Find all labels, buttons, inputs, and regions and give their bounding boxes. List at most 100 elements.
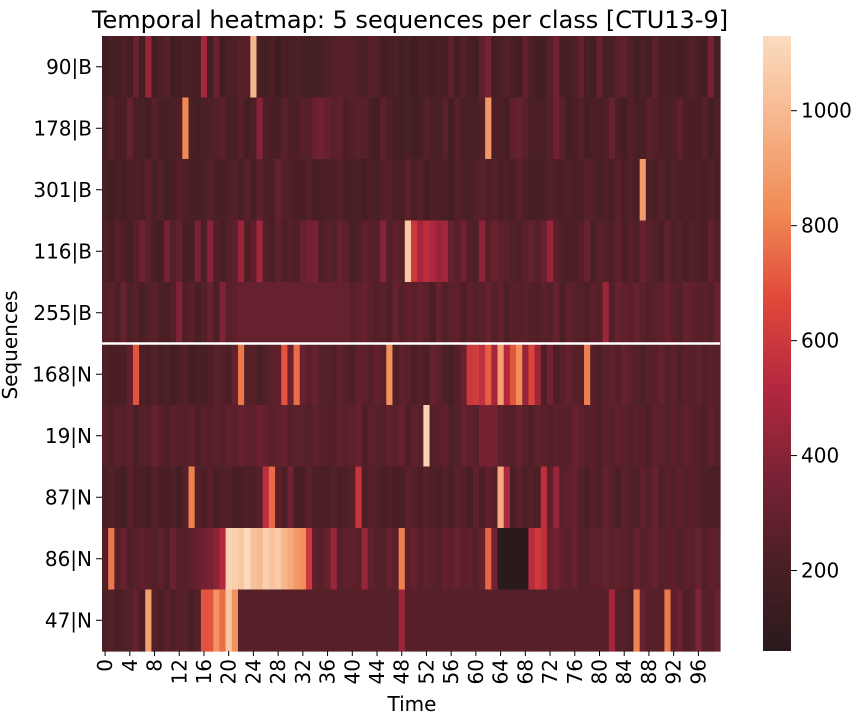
heatmap-cell	[281, 36, 288, 99]
heatmap-cell	[281, 220, 288, 283]
heatmap-cell	[658, 343, 665, 406]
heatmap-cell	[343, 159, 350, 222]
heatmap-cell	[664, 343, 672, 406]
heatmap-cell	[553, 97, 560, 160]
heatmap-cell	[478, 343, 486, 406]
heatmap-cell	[349, 97, 356, 160]
heatmap-cell	[132, 343, 140, 406]
heatmap-cell	[454, 36, 462, 99]
row-label: 178|B	[33, 116, 92, 140]
heatmap-cell	[608, 466, 616, 529]
heatmap-cell	[528, 343, 536, 406]
heatmap-cell	[343, 528, 350, 591]
heatmap-cell	[126, 466, 134, 529]
heatmap-cell	[213, 466, 221, 529]
heatmap-cell	[682, 97, 690, 160]
heatmap-cell	[219, 159, 227, 222]
heatmap-cell	[367, 282, 375, 345]
heatmap-cell	[658, 589, 665, 652]
heatmap-cell	[670, 343, 678, 406]
heatmap-cell	[194, 466, 202, 529]
heatmap-cell	[689, 159, 696, 222]
heatmap-cell	[652, 97, 659, 160]
heatmap-cell	[336, 36, 344, 99]
heatmap-cell	[219, 405, 227, 468]
heatmap-cell	[343, 36, 350, 99]
heatmap-cell	[695, 343, 703, 406]
heatmap-cell	[652, 405, 659, 468]
heatmap-cell	[590, 466, 597, 529]
heatmap-cell	[139, 220, 146, 283]
heatmap-cell	[287, 36, 295, 99]
heatmap-cell	[367, 36, 375, 99]
heatmap-cell	[244, 405, 251, 468]
heatmap-cell	[244, 220, 251, 283]
heatmap-cell	[126, 159, 134, 222]
heatmap-cell	[590, 589, 597, 652]
heatmap-cell	[584, 282, 591, 345]
heatmap-cell	[373, 589, 381, 652]
row-label: 168|N	[32, 362, 92, 386]
heatmap-cell	[571, 528, 579, 591]
heatmap-cell	[689, 528, 696, 591]
heatmap-cell	[522, 282, 530, 345]
heatmap-cell	[602, 36, 610, 99]
heatmap-cell	[231, 466, 239, 529]
heatmap-cell	[343, 466, 350, 529]
heatmap-cell	[163, 466, 171, 529]
heatmap-cell	[262, 466, 270, 529]
heatmap-cell	[194, 405, 202, 468]
heatmap-cell	[497, 528, 505, 591]
heatmap-cell	[176, 466, 183, 529]
heatmap-cell	[200, 97, 208, 160]
heatmap-cell	[682, 36, 690, 99]
heatmap-cell	[132, 97, 140, 160]
heatmap-cell	[596, 97, 604, 160]
heatmap-cell	[299, 97, 307, 160]
x-axis-label: Time	[387, 692, 437, 714]
heatmap-cell	[244, 343, 251, 406]
heatmap-cell	[423, 159, 431, 222]
heatmap-cell	[571, 589, 579, 652]
heatmap-cell	[491, 220, 499, 283]
heatmap-cell	[676, 466, 684, 529]
heatmap-cell	[652, 589, 659, 652]
heatmap-cell	[429, 528, 437, 591]
heatmap-cell	[102, 466, 109, 529]
heatmap-cell	[213, 97, 221, 160]
heatmap-cell	[324, 220, 332, 283]
heatmap-cell	[516, 405, 523, 468]
heatmap-cell	[336, 159, 344, 222]
heatmap-cell	[689, 466, 696, 529]
heatmap-cell	[608, 159, 616, 222]
heatmap-cell	[614, 589, 622, 652]
heatmap-cell	[645, 282, 653, 345]
heatmap-cell	[392, 36, 400, 99]
heatmap-cell	[200, 282, 208, 345]
heatmap-cell	[435, 343, 443, 406]
heatmap-cell	[126, 282, 134, 345]
chart-title: Temporal heatmap: 5 sequences per class …	[91, 6, 728, 34]
heatmap-cell	[256, 405, 264, 468]
heatmap-cell	[553, 220, 560, 283]
heatmap-cell	[584, 528, 591, 591]
heatmap-cell	[429, 343, 437, 406]
heatmap-cell	[275, 36, 282, 99]
heatmap-cell	[423, 528, 431, 591]
heatmap-cell	[139, 36, 146, 99]
heatmap-cell	[330, 405, 338, 468]
heatmap-cell	[627, 36, 635, 99]
heatmap-cell	[509, 405, 517, 468]
heatmap-cell	[361, 282, 369, 345]
heatmap-cell	[670, 466, 678, 529]
heatmap-cell	[380, 466, 387, 529]
heatmap-cell	[689, 343, 696, 406]
heatmap-cell	[497, 36, 505, 99]
heatmap-cell	[571, 97, 579, 160]
heatmap-cell	[367, 528, 375, 591]
heatmap-cell	[571, 159, 579, 222]
heatmap-cell	[596, 589, 604, 652]
heatmap-cell	[491, 159, 499, 222]
heatmap-cell	[256, 159, 264, 222]
heatmap-cell	[441, 466, 449, 529]
